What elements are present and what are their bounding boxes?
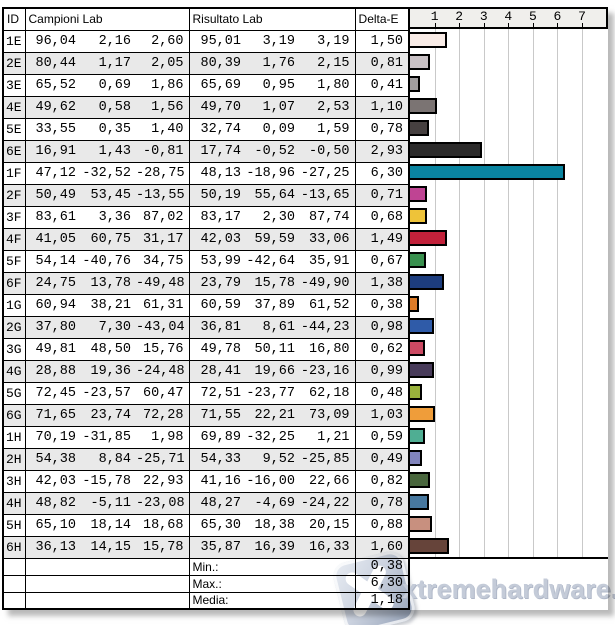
min-label: Min.: <box>188 557 356 575</box>
axis-tick-mark <box>532 23 534 27</box>
table-row: 4G 28,88 19,36 -24,48 28,41 19,66 -23,16 0,99 <box>3 359 410 382</box>
chart-footer-blank <box>410 559 608 610</box>
table-row: 3H 42,03 -15,78 22,93 41,16 -16,00 22,66 0,82 <box>3 469 410 492</box>
measurement-table: ID Campioni Lab Risultato Lab Delta-E 1E… <box>2 7 411 610</box>
table-row: 6H 36,13 14,15 15,78 35,87 16,39 16,33 1,60 <box>3 535 410 558</box>
gridline <box>582 29 584 557</box>
gridline <box>434 29 436 557</box>
delta-e-bar-2F <box>410 186 428 202</box>
table-row: 1E 96,04 2,16 2,60 95,01 3,19 3,19 1,50 <box>3 29 410 52</box>
table-row: 6E 16,91 1,43 -0,81 17,74 -0,52 -0,50 2,93 <box>3 139 410 162</box>
gridline <box>459 29 461 557</box>
axis-tick-label: 3 <box>479 9 488 24</box>
media-value: 1,18 <box>354 591 410 609</box>
table-row: 1G 60,94 38,21 61,31 60,59 37,89 61,52 0,38 <box>3 293 410 316</box>
axis-tick-mark <box>459 23 461 27</box>
table-row: 4E 49,62 0,58 1,56 49,70 1,07 2,53 1,10 <box>3 95 410 118</box>
delta-e-bar-1E <box>410 32 447 48</box>
delta-e-bar-3E <box>410 76 421 92</box>
delta-e-bar-3H <box>410 472 431 488</box>
axis-tick-mark <box>582 23 584 27</box>
delta-e-bar-5F <box>410 252 427 268</box>
summary-row-min: Min.: 0,38 <box>3 557 410 575</box>
delta-e-bar-6G <box>410 406 436 422</box>
axis-tick-mark <box>557 23 559 27</box>
delta-e-bar-5H <box>410 516 432 532</box>
table-row: 1F 47,12 -32,52 -28,75 48,13 -18,96 -27,25 6,30 <box>3 161 410 184</box>
col-header-delta-e: Delta-E <box>354 7 410 30</box>
chart-plot-area <box>410 29 608 559</box>
delta-e-bar-2E <box>410 54 430 70</box>
axis-tick-label: 6 <box>553 9 562 24</box>
table-row: 3F 83,61 3,36 87,02 83,17 2,30 87,74 0,68 <box>3 205 410 228</box>
gridline <box>483 29 485 557</box>
delta-e-bar-5G <box>410 384 422 400</box>
summary-row-max: Max.: 6,30 <box>3 574 410 592</box>
table-row: 2E 80,44 1,17 2,05 80,39 1,76 2,15 0,81 <box>3 51 410 74</box>
gridline <box>532 29 534 557</box>
delta-e-bar-6F <box>410 274 444 290</box>
delta-e-bar-1G <box>410 296 420 312</box>
col-header-campioni: Campioni Lab <box>24 7 189 30</box>
delta-e-bar-1H <box>410 428 425 444</box>
delta-e-bar-3G <box>410 340 426 356</box>
gridline <box>557 29 559 557</box>
summary-section: Min.: 0,38 Max.: 6,30 Media: 1,18 <box>3 557 410 609</box>
min-value: 0,38 <box>354 557 410 575</box>
axis-tick-mark <box>483 23 485 27</box>
delta-e-bar-4E <box>410 98 438 114</box>
table-row: 3E 65,52 0,69 1,86 65,69 0,95 1,80 0,41 <box>3 73 410 96</box>
table-row: 6G 71,65 23,74 72,28 71,55 22,21 73,09 1,03 <box>3 403 410 426</box>
delta-e-bar-4G <box>410 362 435 378</box>
max-label: Max.: <box>188 574 356 592</box>
media-label: Media: <box>188 591 356 609</box>
summary-row-media: Media: 1,18 <box>3 591 410 609</box>
table-row: 4F 41,05 60,75 31,17 42,03 59,59 33,06 1,49 <box>3 227 410 250</box>
table-row: 5G 72,45 -23,57 60,47 72,51 -23,77 62,18 0,48 <box>3 381 410 404</box>
gridline <box>508 29 510 557</box>
table-row: 5E 33,55 0,35 1,40 32,74 0,09 1,59 0,78 <box>3 117 410 140</box>
delta-e-bar-6E <box>410 142 483 158</box>
max-value: 6,30 <box>354 574 410 592</box>
axis-tick-label: 5 <box>528 9 537 24</box>
axis-tick-mark <box>508 23 510 27</box>
axis-tick-label: 2 <box>455 9 464 24</box>
col-header-risultato: Risultato Lab <box>188 7 356 30</box>
table-row: 5H 65,10 18,14 18,68 65,30 18,38 20,15 0,88 <box>3 513 410 536</box>
delta-e-bar-3F <box>410 208 427 224</box>
table-row: 2H 54,38 8,84 -25,71 54,33 9,52 -25,85 0,49 <box>3 447 410 470</box>
table-row: 1H 70,19 -31,85 1,98 69,89 -32,25 1,21 0,59 <box>3 425 410 448</box>
axis-tick-mark <box>434 23 436 27</box>
table-row: 2G 37,80 7,30 -43,04 36,81 8,61 -44,23 0,98 <box>3 315 410 338</box>
measurement-report-block: ID Campioni Lab Risultato Lab Delta-E 1E… <box>2 7 608 610</box>
table-row: 6F 24,75 13,78 -49,48 23,79 15,78 -49,90 1,38 <box>3 271 410 294</box>
table-row: 5F 54,14 -40,76 34,75 53,99 -42,64 35,91 0,67 <box>3 249 410 272</box>
delta-e-bar-6H <box>410 538 450 554</box>
table-row: 4H 48,82 -5,11 -23,08 48,27 -4,69 -24,22 0,78 <box>3 491 410 514</box>
delta-e-bar-2G <box>410 318 435 334</box>
table-row: 2F 50,49 53,45 -13,55 50,19 55,64 -13,65 0,71 <box>3 183 410 206</box>
table-header-row: ID Campioni Lab Risultato Lab Delta-E <box>3 7 410 30</box>
axis-tick-label: 1 <box>430 9 439 24</box>
delta-e-bar-4H <box>410 494 430 510</box>
delta-e-bar-2H <box>410 450 423 466</box>
table-row: 3G 49,81 48,50 15,76 49,78 50,11 16,80 0,62 <box>3 337 410 360</box>
axis-tick-label: 7 <box>578 9 586 24</box>
axis-tick-label: 4 <box>504 9 513 24</box>
delta-e-bar-1F <box>410 164 565 180</box>
col-header-id: ID <box>3 7 25 30</box>
delta-e-bar-5E <box>410 120 430 136</box>
delta-e-bar-4F <box>410 230 447 246</box>
